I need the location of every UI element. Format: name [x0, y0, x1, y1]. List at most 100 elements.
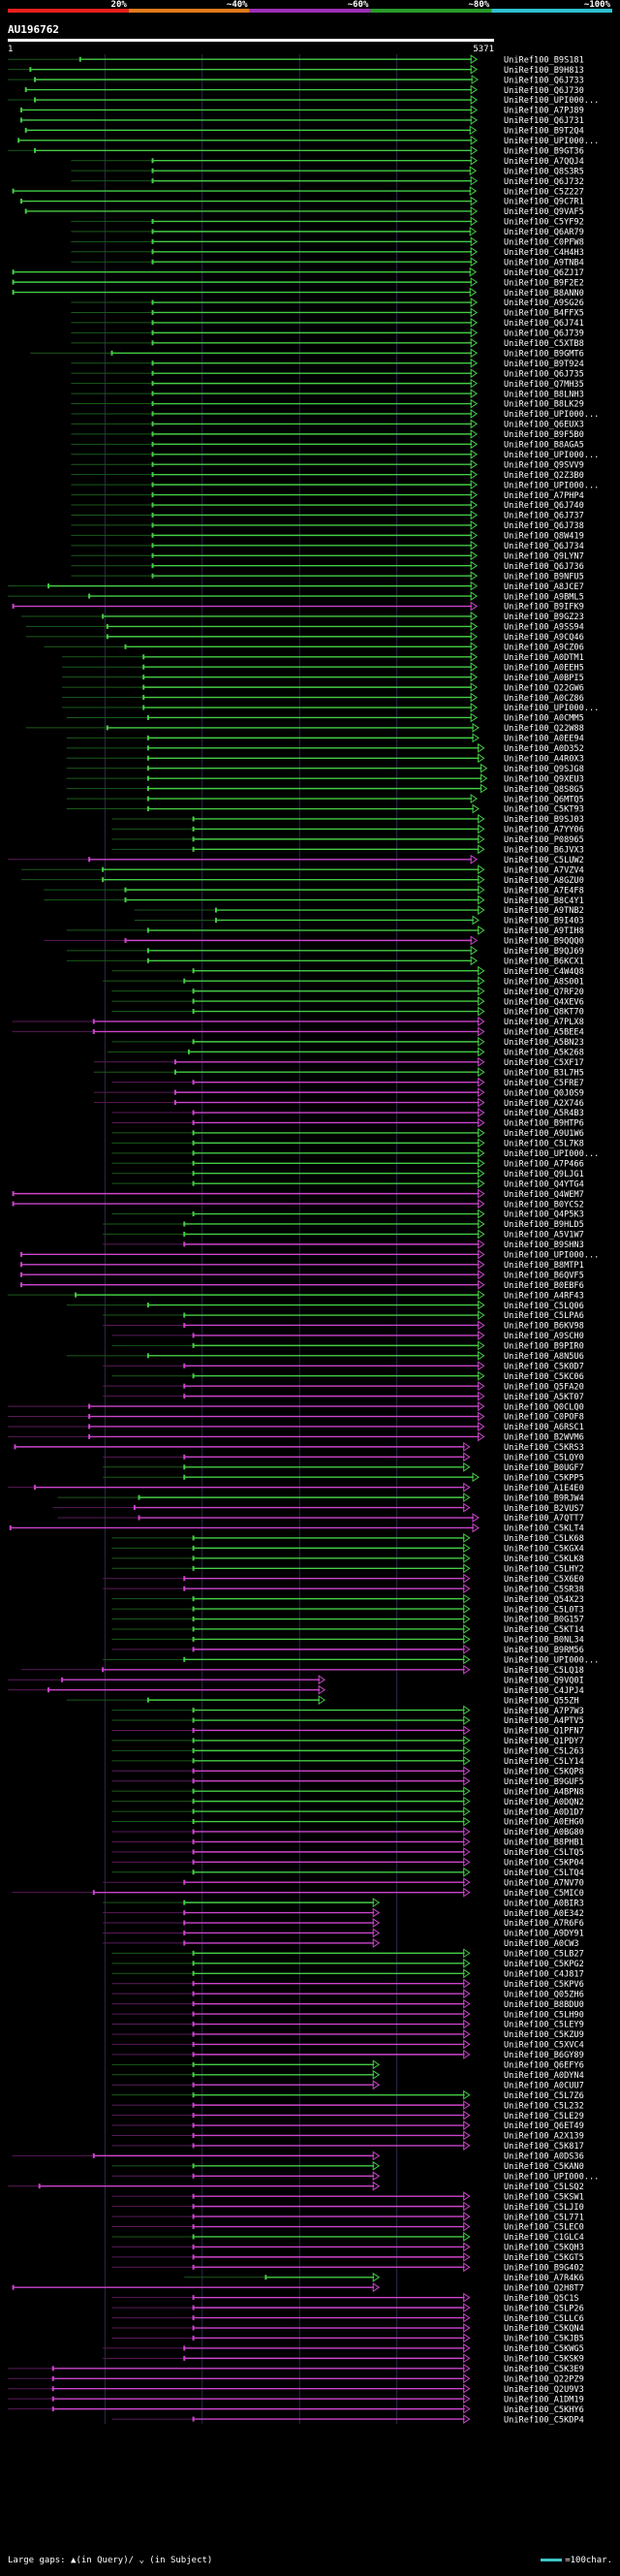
hit-label[interactable]: UniRef100_C5L263 — [504, 1747, 584, 1757]
hit-label[interactable]: UniRef100_Q4YTG4 — [504, 1179, 584, 1189]
hit-row[interactable]: UniRef100_Q6J737 — [71, 510, 584, 521]
hit-label[interactable]: UniRef100_Q8S8G5 — [504, 785, 584, 795]
hit-label[interactable]: UniRef100_B9RM56 — [504, 1646, 584, 1655]
hit-row[interactable]: UniRef100_A7E4F8 — [44, 885, 584, 895]
hit-label[interactable]: UniRef100_B9GZ23 — [504, 613, 584, 622]
hit-row[interactable]: UniRef100_UPI000... — [111, 2171, 599, 2182]
hit-label[interactable]: UniRef100_A9SG26 — [504, 298, 584, 308]
hit-row[interactable]: UniRef100_B9T924 — [71, 358, 584, 369]
hit-row[interactable]: UniRef100_C5Z227 — [12, 186, 584, 197]
hit-row[interactable]: UniRef100_A0E342 — [103, 1907, 584, 1919]
hit-label[interactable]: UniRef100_A8S001 — [504, 977, 584, 987]
hit-label[interactable]: UniRef100_A0DTM1 — [504, 653, 584, 663]
hit-row[interactable]: UniRef100_A0EEH5 — [62, 662, 584, 673]
hit-row[interactable]: UniRef100_UPI000... — [20, 1249, 599, 1261]
hit-label[interactable]: UniRef100_Q9XEU3 — [504, 774, 584, 784]
hit-row[interactable]: UniRef100_Q8S3R5 — [71, 166, 584, 176]
hit-row[interactable]: UniRef100_Q6MTQ5 — [66, 794, 584, 804]
hit-row[interactable]: UniRef100_C5KWG5 — [103, 2342, 584, 2354]
hit-label[interactable]: UniRef100_A5BN23 — [504, 1038, 584, 1048]
hit-label[interactable]: UniRef100_A0DS36 — [504, 2152, 584, 2162]
hit-label[interactable]: UniRef100_A7PHP4 — [504, 491, 584, 501]
hit-row[interactable]: UniRef100_C5LE29 — [111, 2110, 584, 2121]
hit-label[interactable]: UniRef100_Q0J0S9 — [504, 1088, 584, 1098]
hit-row[interactable]: UniRef100_B9NFU5 — [71, 571, 584, 581]
hit-row[interactable]: UniRef100_A7P466 — [111, 1158, 584, 1169]
hit-row[interactable]: UniRef100_A0CUU7 — [111, 2080, 584, 2090]
hit-row[interactable]: UniRef100_A4RF43 — [8, 1290, 584, 1301]
hit-row[interactable]: UniRef100_B9G402 — [111, 2262, 584, 2274]
hit-label[interactable]: UniRef100_C5KPV6 — [504, 1980, 584, 1990]
hit-row[interactable]: UniRef100_Q1PDY7 — [111, 1735, 584, 1746]
hit-row[interactable]: UniRef100_A0CZ86 — [62, 692, 584, 704]
hit-label[interactable]: UniRef100_Q2Z3B0 — [504, 471, 584, 481]
hit-label[interactable]: UniRef100_UPI000... — [504, 1149, 599, 1159]
hit-row[interactable]: UniRef100_B9RJW4 — [57, 1492, 584, 1503]
hit-label[interactable]: UniRef100_Q2U9V3 — [504, 2385, 584, 2395]
hit-row[interactable]: UniRef100_C5K0D7 — [103, 1361, 584, 1371]
hit-row[interactable]: UniRef100_C5FRE7 — [111, 1077, 584, 1088]
hit-label[interactable]: UniRef100_B2WVM6 — [504, 1433, 584, 1443]
hit-label[interactable]: UniRef100_C5KPP5 — [504, 1473, 584, 1483]
hit-row[interactable]: UniRef100_C5LQ18 — [21, 1664, 584, 1676]
hit-row[interactable]: UniRef100_C4J817 — [111, 1968, 584, 1979]
hit-row[interactable]: UniRef100_B9PIR0 — [111, 1340, 584, 1352]
hit-label[interactable]: UniRef100_B2VUS7 — [504, 1504, 584, 1514]
hit-label[interactable]: UniRef100_A0BIR3 — [504, 1899, 584, 1908]
hit-label[interactable]: UniRef100_Q6J741 — [504, 319, 584, 329]
hit-label[interactable]: UniRef100_C4JPJ4 — [504, 1686, 584, 1696]
hit-row[interactable]: UniRef100_Q22W88 — [25, 722, 584, 734]
hit-row[interactable]: UniRef100_A8N5U6 — [66, 1350, 584, 1362]
hit-label[interactable]: UniRef100_Q6J733 — [504, 76, 584, 85]
hit-label[interactable]: UniRef100_Q6J740 — [504, 501, 584, 511]
hit-label[interactable]: UniRef100_A4R0X3 — [504, 754, 584, 764]
hit-row[interactable]: UniRef100_Q6AR79 — [71, 226, 584, 237]
hit-label[interactable]: UniRef100_Q6ET49 — [504, 2121, 584, 2131]
hit-label[interactable]: UniRef100_Q22GW6 — [504, 683, 584, 693]
hit-row[interactable]: UniRef100_B9QQQ0 — [44, 935, 584, 947]
hit-row[interactable]: UniRef100_Q6J739 — [71, 328, 584, 339]
hit-row[interactable]: UniRef100_C1GLC4 — [111, 2232, 584, 2243]
hit-label[interactable]: UniRef100_A9TNB2 — [504, 906, 584, 916]
hit-label[interactable]: UniRef100_Q4P5K3 — [504, 1210, 584, 1220]
hit-label[interactable]: UniRef100_C5MIC0 — [504, 1889, 584, 1899]
hit-label[interactable]: UniRef100_C5KQP8 — [504, 1767, 584, 1776]
hit-row[interactable]: UniRef100_A7VZV4 — [21, 864, 584, 875]
hit-label[interactable]: UniRef100_B9F5B0 — [504, 430, 584, 440]
hit-label[interactable]: UniRef100_Q6J736 — [504, 562, 584, 572]
hit-row[interactable]: UniRef100_C5KT14 — [111, 1624, 584, 1635]
hit-row[interactable]: UniRef100_A5KT07 — [103, 1391, 584, 1402]
hit-row[interactable]: UniRef100_C5XTB8 — [71, 337, 584, 349]
hit-row[interactable]: UniRef100_C5KP04 — [111, 1857, 584, 1869]
hit-row[interactable]: UniRef100_C5L263 — [111, 1745, 584, 1757]
hit-row[interactable]: UniRef100_A2X746 — [93, 1097, 584, 1109]
hit-row[interactable]: UniRef100_C5LQY0 — [103, 1452, 584, 1463]
hit-label[interactable]: UniRef100_A0DQN2 — [504, 1798, 584, 1807]
hit-row[interactable]: UniRef100_UPI000... — [71, 409, 599, 420]
hit-label[interactable]: UniRef100_B9HLD5 — [504, 1220, 584, 1230]
hit-row[interactable]: UniRef100_Q9VAF5 — [24, 206, 584, 217]
hit-row[interactable]: UniRef100_Q6J741 — [71, 317, 584, 329]
hit-row[interactable]: UniRef100_A0BPI5 — [62, 672, 584, 683]
hit-label[interactable]: UniRef100_UPI000... — [504, 410, 599, 420]
hit-row[interactable]: UniRef100_Q5C1S — [111, 2292, 579, 2304]
hit-label[interactable]: UniRef100_Q22PZ9 — [504, 2374, 584, 2384]
hit-row[interactable]: UniRef100_A9CZ06 — [44, 642, 584, 653]
hit-row[interactable]: UniRef100_Q7MH35 — [71, 378, 584, 390]
hit-label[interactable]: UniRef100_Q9VQ0I — [504, 1676, 584, 1685]
hit-row[interactable]: UniRef100_C5KPV6 — [111, 1978, 584, 1990]
hit-label[interactable]: UniRef100_B8C4Y1 — [504, 896, 584, 906]
hit-row[interactable]: UniRef100_A0EHG0 — [111, 1816, 584, 1828]
hit-label[interactable]: UniRef100_B9S181 — [504, 55, 584, 65]
hit-row[interactable]: UniRef100_C5LEC0 — [111, 2221, 584, 2233]
hit-row[interactable]: UniRef100_A5V1W7 — [103, 1229, 584, 1241]
hit-label[interactable]: UniRef100_B8ANN0 — [504, 289, 584, 298]
hit-label[interactable]: UniRef100_A7PLX8 — [504, 1018, 584, 1027]
hit-row[interactable]: UniRef100_Q22GW6 — [62, 682, 584, 693]
hit-row[interactable]: UniRef100_B8AGA5 — [71, 439, 584, 451]
hit-label[interactable]: UniRef100_Q4XEV6 — [504, 997, 584, 1007]
hit-label[interactable]: UniRef100_A7PJ89 — [504, 107, 584, 116]
hit-label[interactable]: UniRef100_B9QQQ0 — [504, 937, 584, 947]
hit-row[interactable]: UniRef100_C5K3E9 — [8, 2363, 584, 2374]
hit-row[interactable]: UniRef100_C5LEY9 — [111, 2019, 584, 2030]
